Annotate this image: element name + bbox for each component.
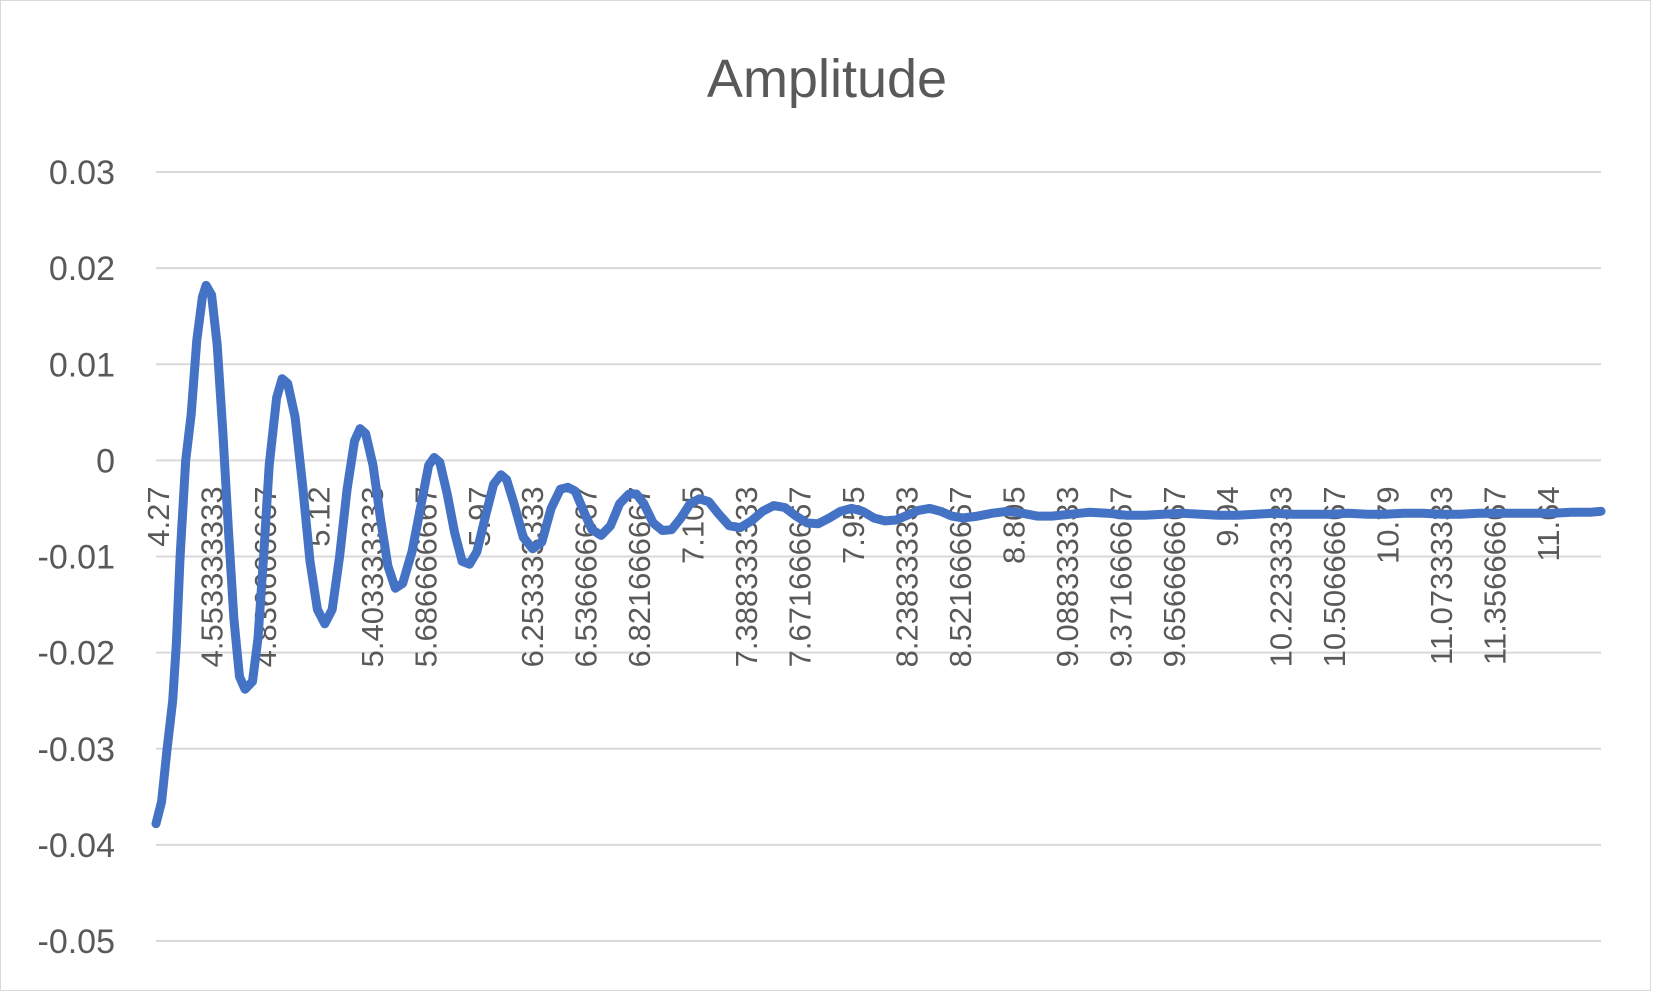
x-tick-label: 5.403333333 (355, 486, 390, 667)
y-axis-labels: 0.03 0.02 0.01 0 -0.01 -0.02 -0.03 -0.04 -0.05 (38, 154, 116, 961)
y-tick-label: 0 (96, 442, 115, 480)
y-tick-label: -0.02 (38, 635, 116, 673)
y-tick-label: -0.05 (38, 923, 116, 961)
x-tick-label: 4.27 (141, 486, 176, 546)
gridlines (156, 171, 1601, 942)
x-tick-label: 8.805 (996, 486, 1031, 564)
x-tick-label: 10.79 (1371, 486, 1406, 564)
series-layer (151, 280, 1606, 829)
x-tick-label: 7.955 (836, 486, 871, 564)
y-tick-label: -0.04 (38, 827, 116, 865)
y-tick-label: -0.03 (38, 731, 116, 769)
y-tick-label: 0.01 (49, 346, 115, 384)
series-line (151, 280, 1606, 829)
y-tick-label: 0.03 (49, 154, 115, 192)
x-tick-label: 5.686666667 (408, 486, 443, 667)
x-tick-label: 11.64 (1531, 486, 1566, 561)
y-tick-label: -0.01 (38, 539, 116, 577)
y-tick-label: 0.02 (49, 250, 115, 288)
chart-title: Amplitude (707, 49, 947, 109)
